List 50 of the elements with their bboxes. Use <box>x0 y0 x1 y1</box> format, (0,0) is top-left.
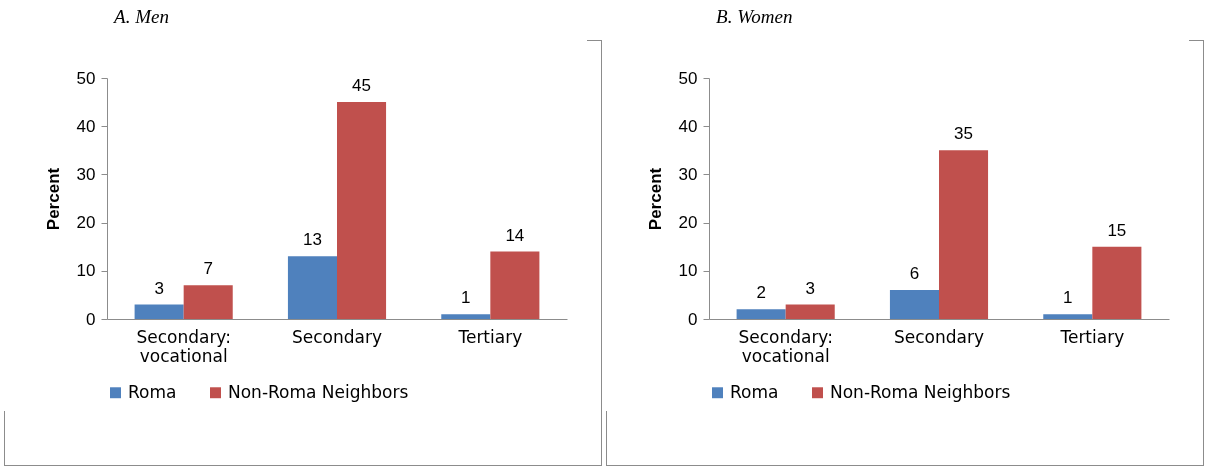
bar <box>490 251 540 319</box>
legend-label: Non-Roma Neighbors <box>830 381 1011 402</box>
x-tick-label: Tertiary <box>1059 326 1125 347</box>
bar <box>736 309 786 319</box>
data-label: 2 <box>756 283 766 303</box>
chart-title: B. Women <box>716 6 793 27</box>
bar <box>939 150 989 319</box>
data-label: 3 <box>154 278 164 298</box>
data-label: 15 <box>1107 220 1127 240</box>
data-label: 13 <box>303 230 322 250</box>
x-tick-label: Secondary <box>893 326 985 347</box>
data-label: 6 <box>909 264 920 284</box>
bar <box>183 285 233 319</box>
data-label: 35 <box>954 124 973 144</box>
y-tick-label: 30 <box>76 164 96 184</box>
x-tick-label: Secondary <box>291 326 383 347</box>
y-axis-title: Percent <box>43 167 63 231</box>
y-axis-title: Percent <box>645 167 665 231</box>
bar <box>1092 246 1142 319</box>
data-label: 45 <box>352 76 371 96</box>
data-label: 14 <box>505 225 525 245</box>
bar <box>441 314 491 319</box>
y-tick-label: 40 <box>76 116 96 136</box>
bar <box>785 304 835 319</box>
y-tick-label: 40 <box>678 116 698 136</box>
chart-title: A. Men <box>112 6 169 27</box>
data-label: 1 <box>1063 288 1073 308</box>
legend-label: Non-Roma Neighbors <box>228 381 409 402</box>
legend-label: Roma <box>730 381 779 402</box>
y-tick-label: 50 <box>76 68 96 88</box>
bar <box>1043 314 1093 319</box>
y-tick-label: 20 <box>76 213 96 233</box>
y-tick-label: 0 <box>86 309 96 329</box>
bar <box>889 290 939 319</box>
bar <box>337 102 387 319</box>
y-tick-label: 10 <box>678 261 698 281</box>
x-tick-label: Secondary: vocational <box>136 326 231 366</box>
y-tick-label: 0 <box>688 309 698 329</box>
x-tick-label: Secondary: vocational <box>738 326 833 366</box>
y-tick-label: 20 <box>678 213 698 233</box>
data-label: 3 <box>805 278 815 298</box>
bar <box>134 304 184 319</box>
data-label: 7 <box>203 259 213 279</box>
y-tick-label: 50 <box>678 68 698 88</box>
bar <box>287 256 337 319</box>
y-tick-label: 10 <box>76 261 96 281</box>
data-label: 1 <box>461 288 471 308</box>
legend-label: Roma <box>128 381 177 402</box>
x-tick-label: Tertiary <box>457 326 523 347</box>
y-tick-label: 30 <box>678 164 698 184</box>
